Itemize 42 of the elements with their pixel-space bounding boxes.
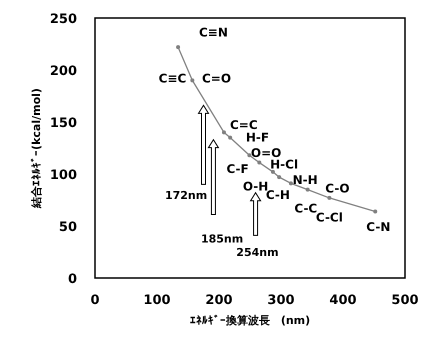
annotation: C-N <box>366 220 390 234</box>
point <box>373 209 378 214</box>
annotation: H-F <box>246 130 270 145</box>
point <box>176 45 180 50</box>
annotation: 254nm <box>236 246 279 259</box>
point <box>306 188 310 192</box>
point <box>277 175 282 180</box>
point <box>247 153 252 158</box>
x-tick-label: 0 <box>90 293 100 308</box>
x-tick-label: 300 <box>267 293 295 308</box>
annotation: C-C <box>294 201 318 216</box>
y-tick-label: 100 <box>50 168 77 183</box>
x-tick-label: 100 <box>143 293 171 308</box>
point <box>270 170 275 174</box>
annotation: C=C <box>230 118 258 132</box>
annotation: H-Cl <box>270 158 298 172</box>
x-tick-label: 400 <box>329 293 357 308</box>
annotation: C-F <box>226 162 249 176</box>
annotation: C-O <box>325 182 350 196</box>
point <box>257 160 262 165</box>
y-tick-label: 0 <box>68 272 77 287</box>
annotation: N-H <box>292 173 318 188</box>
y-tick-label: 200 <box>50 64 77 79</box>
y-tick-label: 50 <box>58 220 77 235</box>
point <box>327 196 332 200</box>
annotation: C≡C <box>158 71 187 86</box>
y-tick-label: 250 <box>50 12 77 27</box>
point <box>190 78 194 82</box>
annotation: C-Cl <box>316 210 343 225</box>
point <box>228 136 232 140</box>
x-tick-label: 500 <box>391 293 419 308</box>
annotation: 172nm <box>164 188 208 202</box>
x-axis-title: ｴﾈﾙｷﾞｰ換算波長 (nm) <box>190 314 310 327</box>
annotation: C=O <box>202 71 232 86</box>
point <box>222 130 226 134</box>
y-axis-title: 結合ｴﾈﾙｷﾞｰ(kcal/mol) <box>30 88 43 209</box>
point <box>288 181 293 186</box>
annotation: O=O <box>250 146 282 160</box>
annotation: 185nm <box>200 232 244 246</box>
x-tick-label: 200 <box>205 293 233 308</box>
y-tick-label: 150 <box>50 116 77 131</box>
annotation: C≡N <box>198 26 228 40</box>
